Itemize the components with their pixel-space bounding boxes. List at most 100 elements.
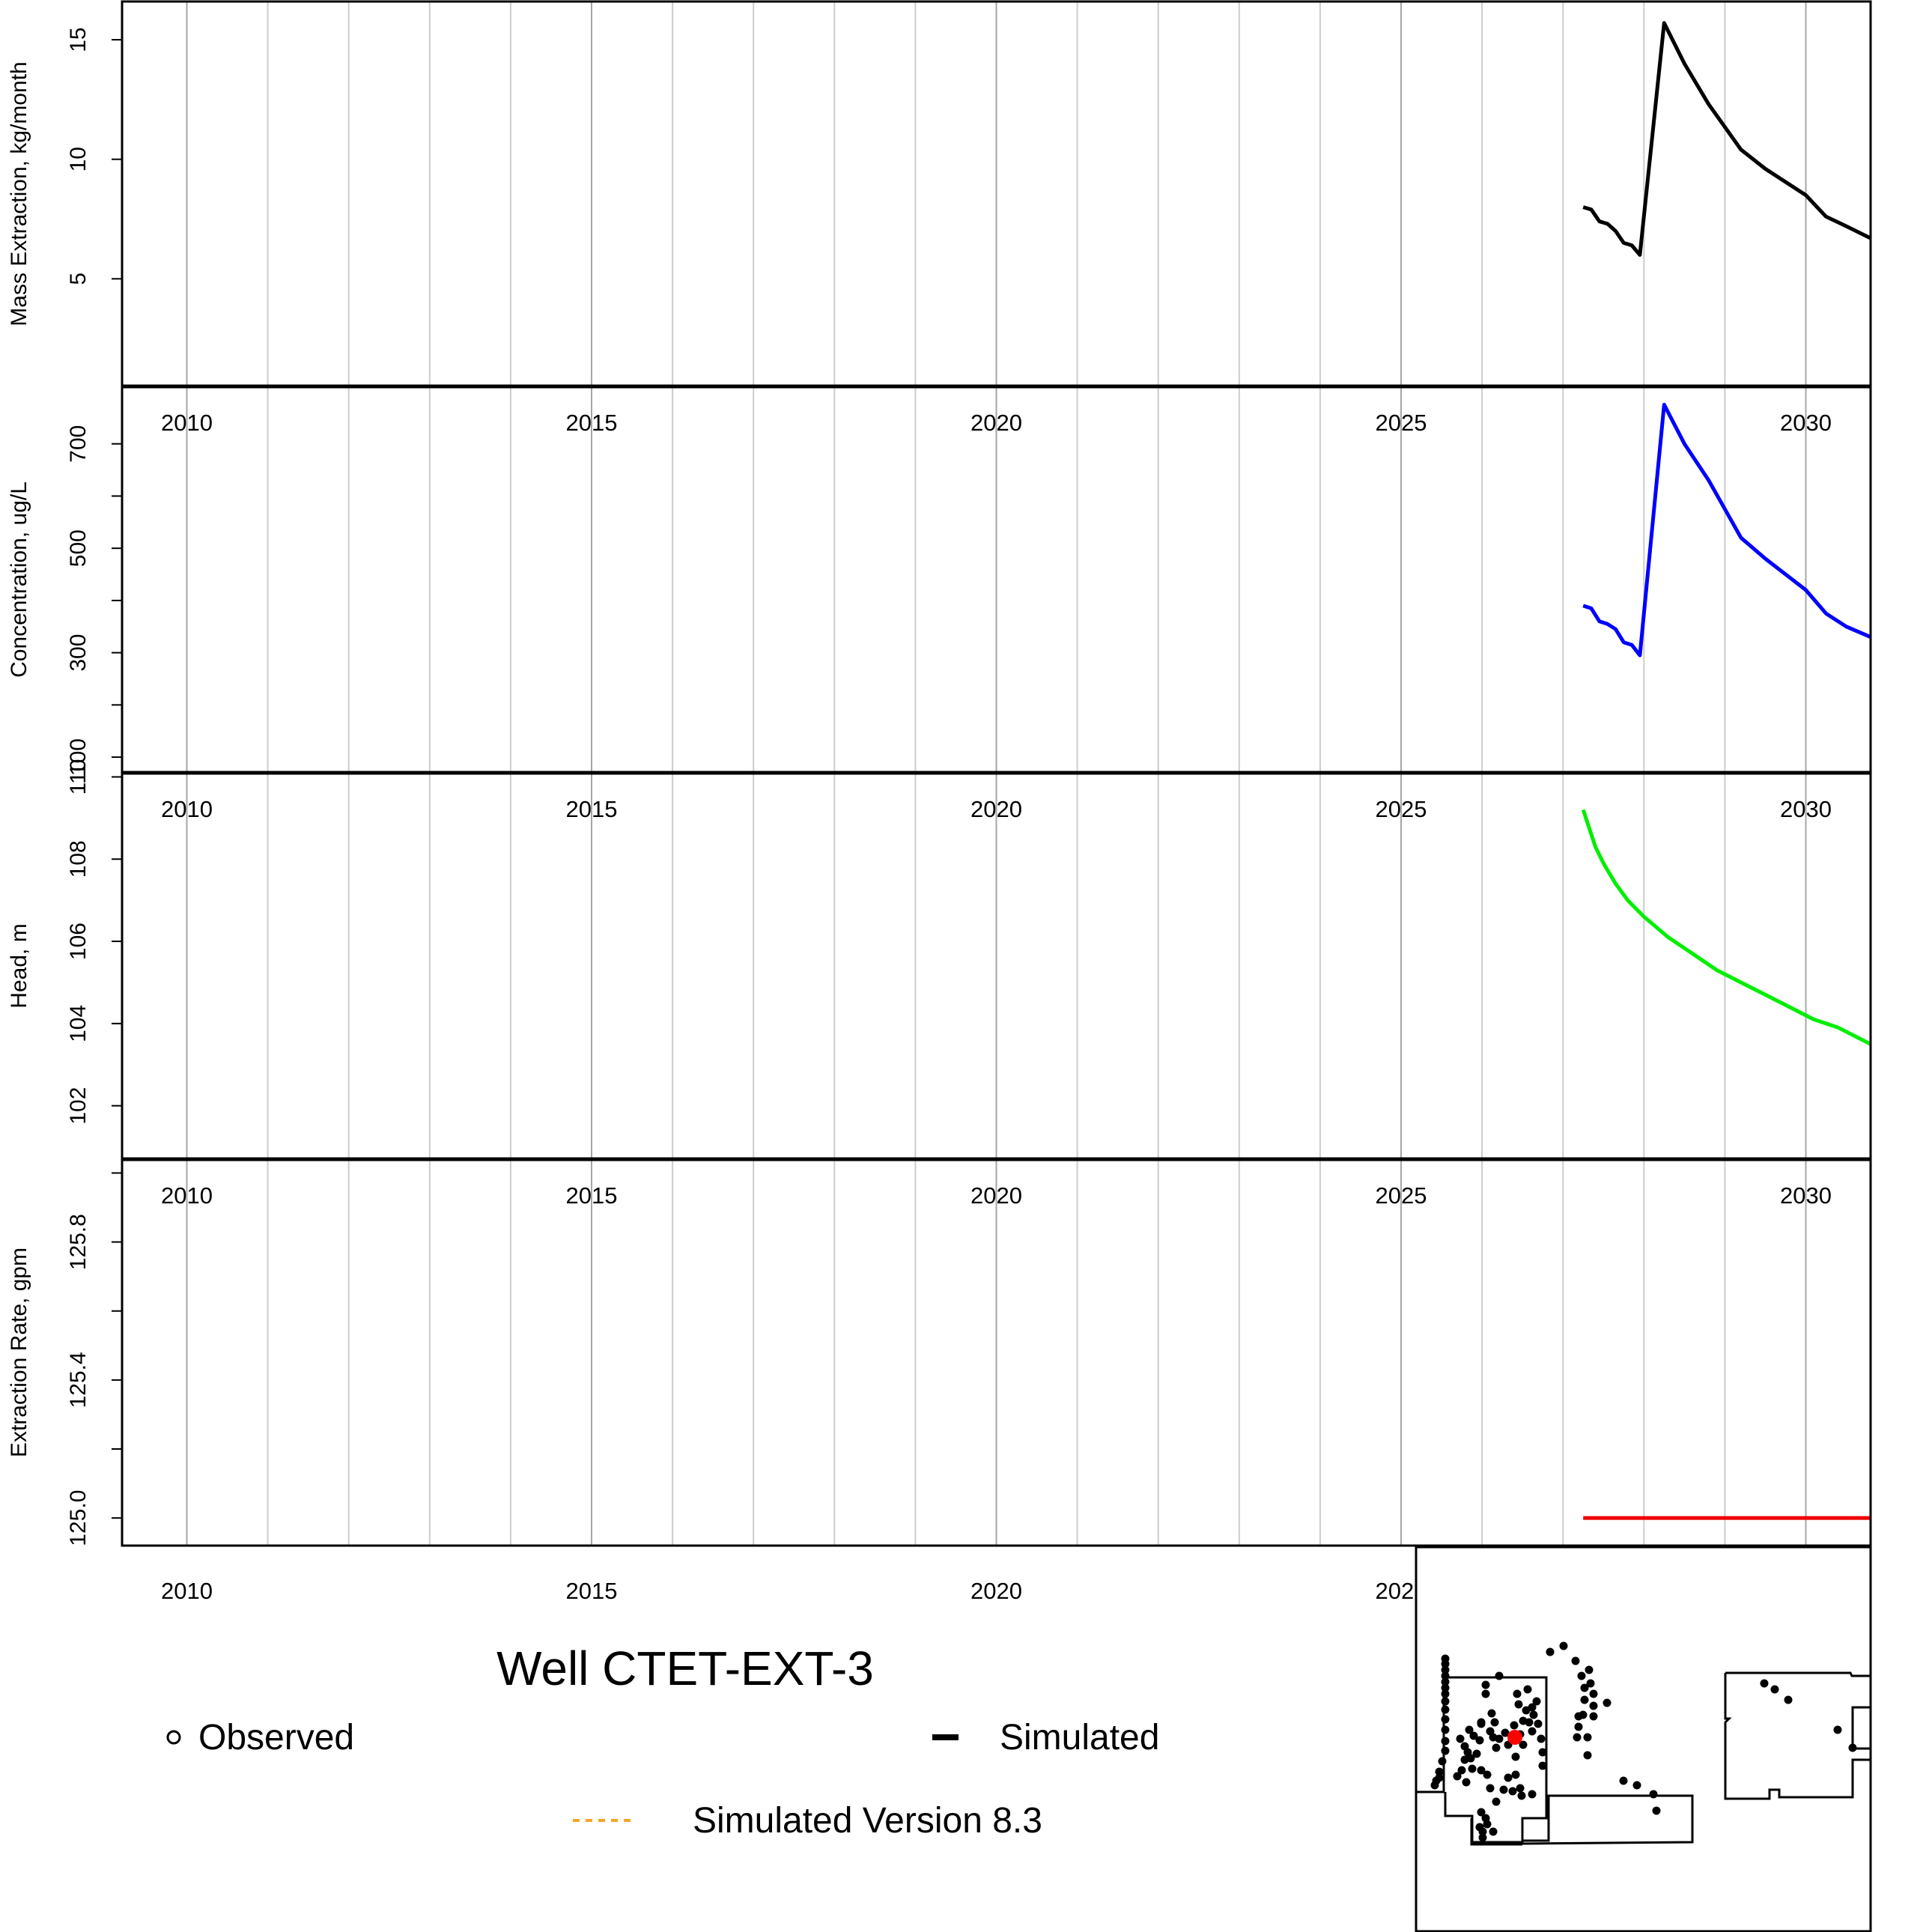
well-location-point bbox=[1529, 1710, 1538, 1719]
well-location-point bbox=[1537, 1734, 1546, 1743]
panel-mass: 5 10 15 Mass Extraction, kg/month bbox=[7, 0, 1872, 388]
well-location-point bbox=[1499, 1785, 1508, 1794]
inset-map-frame bbox=[1415, 1546, 1872, 1932]
well-location-point bbox=[1469, 1731, 1478, 1740]
panel-head: 102 104 106 108 110 Head, m 2010 2015 2020 2025 20… bbox=[7, 759, 1872, 1161]
well-location-point bbox=[1441, 1715, 1450, 1724]
well-location-point bbox=[1487, 1709, 1496, 1718]
y-axis-label-head: Head, m bbox=[7, 923, 31, 1008]
well-location-point bbox=[1483, 1820, 1492, 1829]
observed-legend-label: Observed bbox=[198, 1718, 354, 1758]
well-location-point bbox=[1508, 1787, 1517, 1796]
well-location-point bbox=[1538, 1748, 1547, 1757]
well-location-point bbox=[1652, 1806, 1661, 1815]
y-tick-label: 104 bbox=[66, 1005, 91, 1042]
well-location-point bbox=[1460, 1755, 1469, 1764]
well-location-point bbox=[1478, 1833, 1487, 1842]
well-location-point bbox=[1517, 1791, 1526, 1800]
bottom-x-tick-label: 2020 bbox=[970, 1578, 1022, 1604]
well-location-point bbox=[1523, 1685, 1532, 1694]
well-location-point bbox=[1453, 1772, 1462, 1781]
well-location-point bbox=[1513, 1689, 1522, 1698]
well-location-point bbox=[1441, 1677, 1450, 1686]
x-tick-label: 2025 bbox=[1376, 410, 1427, 436]
x-tick-label: 2010 bbox=[161, 796, 213, 822]
y-tick-label: 300 bbox=[66, 634, 91, 672]
well-location-point bbox=[1495, 1671, 1504, 1680]
y-tick-label: 100 bbox=[66, 738, 91, 776]
y-tick-label: 125.4 bbox=[66, 1352, 91, 1408]
well-location-point bbox=[1441, 1737, 1450, 1746]
well-location-point bbox=[1441, 1725, 1450, 1734]
well-location-point bbox=[1589, 1689, 1598, 1698]
y-axis-label-extraction: Extraction Rate, gpm bbox=[7, 1248, 31, 1457]
well-location-point bbox=[1528, 1790, 1537, 1799]
well-location-point bbox=[1585, 1665, 1594, 1674]
well-location-point bbox=[1546, 1647, 1555, 1656]
well-location-point bbox=[1475, 1736, 1484, 1745]
well-location-point bbox=[1528, 1727, 1537, 1736]
well-location-point bbox=[1784, 1695, 1793, 1704]
well-location-point bbox=[1441, 1659, 1450, 1668]
well-location-point bbox=[1486, 1784, 1495, 1793]
panel-extraction: 125.0 125.4 125.8 Extraction Rate, gpm 2010 2… bbox=[7, 1158, 1872, 1547]
well-location-point bbox=[1619, 1776, 1628, 1785]
well-location-point bbox=[1492, 1743, 1501, 1752]
x-tick-label: 2015 bbox=[566, 1182, 618, 1209]
well-location-point bbox=[1462, 1778, 1471, 1787]
well-location-point bbox=[1481, 1689, 1490, 1698]
x-tick-label: 2015 bbox=[566, 796, 618, 822]
well-location-point bbox=[1532, 1697, 1541, 1706]
current-well-marker bbox=[1507, 1730, 1522, 1745]
well-location-point bbox=[1495, 1734, 1504, 1743]
well-location-point bbox=[1770, 1685, 1779, 1694]
series-line-concentration bbox=[1582, 402, 1871, 657]
well-location-point bbox=[1580, 1683, 1589, 1692]
legend: Observed Simulated Simulated Version 8.3 bbox=[166, 1718, 1159, 1841]
x-tick-label: 2025 bbox=[1376, 796, 1427, 822]
chart-panels: 5 10 15 Mass Extraction, kg/month 100 300 500 7… bbox=[7, 0, 1872, 1547]
well-location-point bbox=[1538, 1761, 1547, 1770]
well-location-point bbox=[1490, 1718, 1499, 1727]
well-location-point bbox=[1492, 1797, 1501, 1806]
well-location-point bbox=[1511, 1752, 1520, 1761]
well-location-point bbox=[1510, 1721, 1519, 1730]
bottom-x-tick-label: 2015 bbox=[566, 1578, 618, 1604]
well-location-point bbox=[1511, 1770, 1520, 1779]
inset-site-map bbox=[1415, 1546, 1872, 1932]
well-location-point bbox=[1589, 1701, 1598, 1710]
well-location-point bbox=[1441, 1665, 1450, 1674]
well-location-point bbox=[1583, 1733, 1592, 1742]
well-location-point bbox=[1441, 1697, 1450, 1706]
well-location-point bbox=[1477, 1808, 1486, 1817]
well-location-point bbox=[1504, 1773, 1513, 1782]
x-tick-label: 2025 bbox=[1376, 1182, 1427, 1209]
y-tick-label: 102 bbox=[66, 1087, 91, 1125]
well-location-point bbox=[1559, 1641, 1568, 1650]
x-tick-label: 2020 bbox=[970, 796, 1022, 822]
well-location-point bbox=[1833, 1725, 1842, 1734]
well-title: Well CTET-EXT-3 bbox=[496, 1641, 874, 1695]
well-location-point bbox=[1465, 1725, 1474, 1734]
well-location-point bbox=[1848, 1743, 1857, 1752]
well-location-point bbox=[1586, 1679, 1595, 1688]
well-location-point bbox=[1468, 1764, 1477, 1773]
well-location-point bbox=[1477, 1766, 1486, 1775]
well-location-point bbox=[1583, 1751, 1592, 1760]
well-location-point bbox=[1573, 1733, 1582, 1742]
x-tick-label: 2020 bbox=[970, 1182, 1022, 1209]
well-locations bbox=[1430, 1641, 1857, 1842]
well-location-point bbox=[1435, 1767, 1444, 1776]
y-tick-label: 10 bbox=[66, 147, 91, 171]
well-location-point bbox=[1441, 1705, 1450, 1714]
y-tick-label: 700 bbox=[66, 425, 91, 463]
well-location-point bbox=[1457, 1766, 1466, 1775]
well-location-point bbox=[1519, 1740, 1528, 1749]
well-location-point bbox=[1589, 1712, 1598, 1721]
well-location-point bbox=[1525, 1718, 1534, 1727]
well-location-point bbox=[1580, 1695, 1589, 1704]
well-location-point bbox=[1481, 1680, 1490, 1689]
y-tick-label: 125.0 bbox=[66, 1490, 91, 1546]
well-location-point bbox=[1514, 1700, 1523, 1709]
